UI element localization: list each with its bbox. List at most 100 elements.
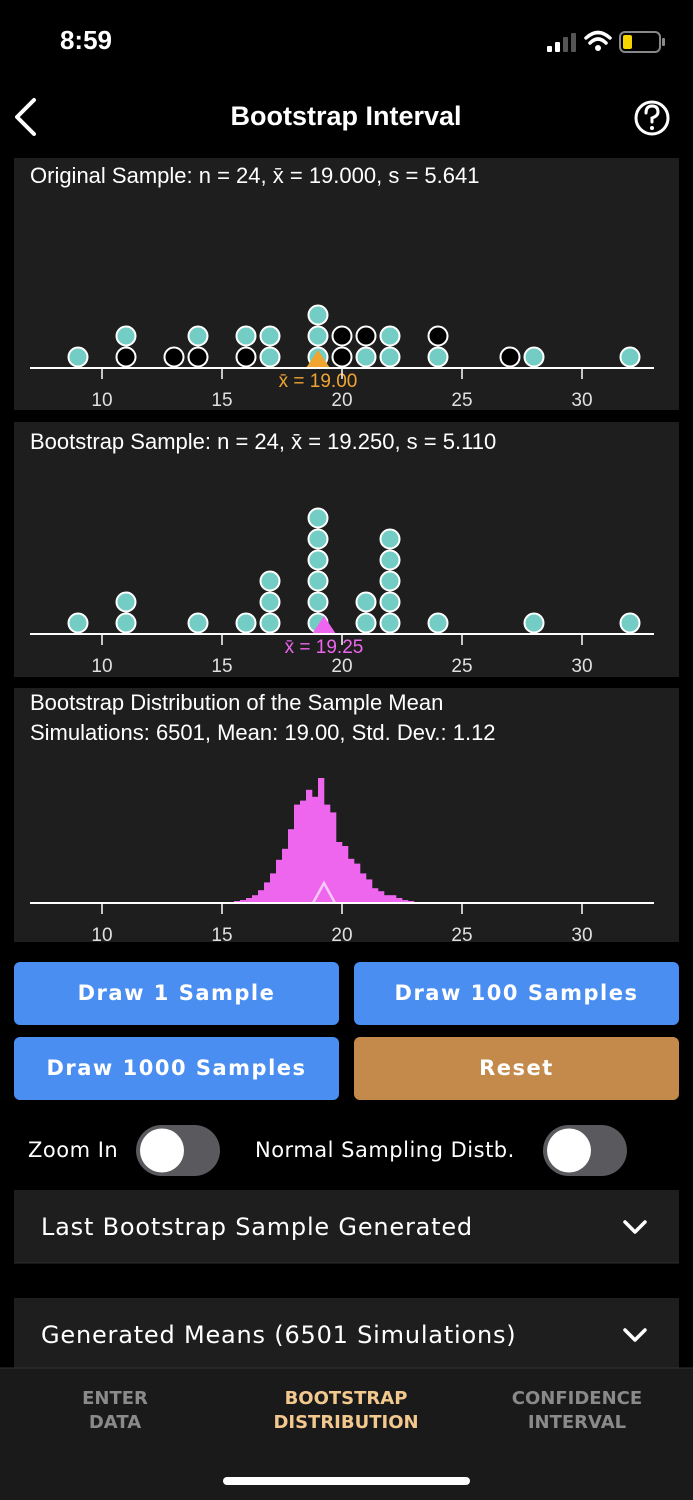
chart-subtitle: Simulations: 6501, Mean: 19.00, Std. Dev… — [30, 720, 496, 745]
dot — [379, 549, 401, 571]
button[interactable]: Reset — [354, 1037, 679, 1100]
toggle[interactable] — [543, 1125, 627, 1176]
dot — [187, 325, 209, 347]
dot — [379, 346, 401, 368]
toggle-knob[interactable] — [140, 1128, 184, 1173]
dot — [259, 325, 281, 347]
histogram-bar — [366, 879, 373, 903]
help-button[interactable] — [634, 100, 670, 136]
tab-label[interactable]: DISTRIBUTION — [273, 1412, 418, 1433]
dot — [307, 591, 329, 613]
dot — [307, 507, 329, 529]
dot — [379, 325, 401, 347]
button-background[interactable] — [354, 1037, 679, 1100]
dot — [427, 325, 449, 347]
tab[interactable]: ENTER DATA — [82, 1388, 148, 1433]
histogram-bar — [246, 898, 253, 903]
histogram-bar — [360, 873, 367, 903]
button-label[interactable]: Draw 1 Sample — [78, 981, 276, 1005]
x-tick-label: 30 — [571, 656, 592, 677]
button-background[interactable] — [14, 962, 339, 1025]
button[interactable]: Draw 1000 Samples — [14, 1037, 339, 1100]
toggle-label: Zoom In — [28, 1138, 118, 1162]
tab[interactable]: BOOTSTRAP DISTRIBUTION — [273, 1388, 418, 1433]
dot — [523, 346, 545, 368]
dot — [187, 346, 209, 368]
histogram-bar — [288, 829, 295, 903]
button-label[interactable]: Draw 100 Samples — [395, 981, 639, 1005]
dot — [259, 591, 281, 613]
tab-label[interactable]: BOOTSTRAP — [285, 1388, 408, 1409]
dot — [307, 325, 329, 347]
dot — [331, 325, 353, 347]
dot — [259, 612, 281, 634]
histogram-bar — [402, 900, 409, 903]
x-tick-label: 10 — [91, 390, 112, 411]
dot — [331, 346, 353, 368]
tab-label[interactable]: DATA — [89, 1412, 141, 1433]
accordion-chevron — [623, 1220, 647, 1234]
histogram-bar — [396, 898, 403, 903]
x-tick-label: 25 — [451, 390, 472, 411]
accordion-label[interactable]: Last Bootstrap Sample Generated — [41, 1213, 473, 1241]
back-button[interactable] — [15, 98, 36, 136]
histogram-bar — [318, 778, 325, 903]
accordion-label[interactable]: Generated Means (6501 Simulations) — [41, 1321, 516, 1349]
dot — [307, 304, 329, 326]
dot — [259, 570, 281, 592]
histogram-bar — [324, 804, 331, 903]
home-indicator — [223, 1477, 470, 1485]
tab-label[interactable]: INTERVAL — [528, 1412, 626, 1433]
button-background[interactable] — [354, 962, 679, 1025]
button[interactable]: Draw 1 Sample — [14, 962, 339, 1025]
histogram-bar — [354, 863, 361, 903]
dot — [115, 591, 137, 613]
button-label[interactable]: Reset — [479, 1056, 554, 1080]
chart: 10 15 20 25 30 — [30, 778, 654, 946]
button-background[interactable] — [14, 1037, 339, 1100]
chart-title: Bootstrap Distribution of the Sample Mea… — [30, 690, 443, 715]
accordion-chevron — [623, 1328, 647, 1342]
tab-label[interactable]: ENTER — [82, 1388, 148, 1409]
x-tick-label: 10 — [91, 925, 112, 946]
dot — [619, 346, 641, 368]
histogram-bar — [312, 796, 319, 903]
button-label[interactable]: Draw 1000 Samples — [46, 1056, 306, 1080]
accordion[interactable]: Last Bootstrap Sample Generated — [14, 1190, 679, 1264]
marker — [311, 880, 337, 904]
dot — [187, 612, 209, 634]
toggle-label: Normal Sampling Distb. — [255, 1138, 515, 1162]
nav-title: Bootstrap Interval — [230, 101, 461, 131]
toggle-knob[interactable] — [547, 1128, 591, 1173]
tab-label[interactable]: CONFIDENCE — [512, 1388, 642, 1409]
chart: x̄ = 19.25 10 15 20 25 30 — [30, 507, 654, 677]
accordion[interactable]: Generated Means (6501 Simulations) — [14, 1298, 679, 1369]
histogram-bar — [270, 873, 277, 903]
dot — [427, 612, 449, 634]
histogram-bar — [282, 848, 289, 903]
status-icons — [547, 30, 665, 53]
x-tick-label: 15 — [211, 656, 232, 677]
dot — [307, 570, 329, 592]
accordion-header[interactable] — [14, 1298, 679, 1368]
chart-title: Original Sample: n = 24, x̄ = 19.000, s … — [30, 163, 479, 188]
chart-title: Bootstrap Sample: n = 24, x̄ = 19.250, s… — [30, 429, 496, 454]
dot — [259, 346, 281, 368]
dot — [379, 528, 401, 550]
dot — [67, 612, 89, 634]
dot — [379, 591, 401, 613]
x-tick-label: 10 — [91, 656, 112, 677]
dot — [355, 346, 377, 368]
dot — [163, 346, 185, 368]
accordion-header[interactable] — [14, 1190, 679, 1263]
toggle[interactable] — [136, 1125, 220, 1176]
x-tick-label: 20 — [331, 656, 352, 677]
tab[interactable]: CONFIDENCE INTERVAL — [512, 1388, 642, 1433]
histogram-bar — [240, 900, 247, 903]
button[interactable]: Draw 100 Samples — [354, 962, 679, 1025]
dot — [307, 528, 329, 550]
histogram-bar — [300, 800, 307, 903]
mean-label: x̄ = 19.00 — [279, 371, 358, 392]
mean-marker — [312, 616, 336, 634]
